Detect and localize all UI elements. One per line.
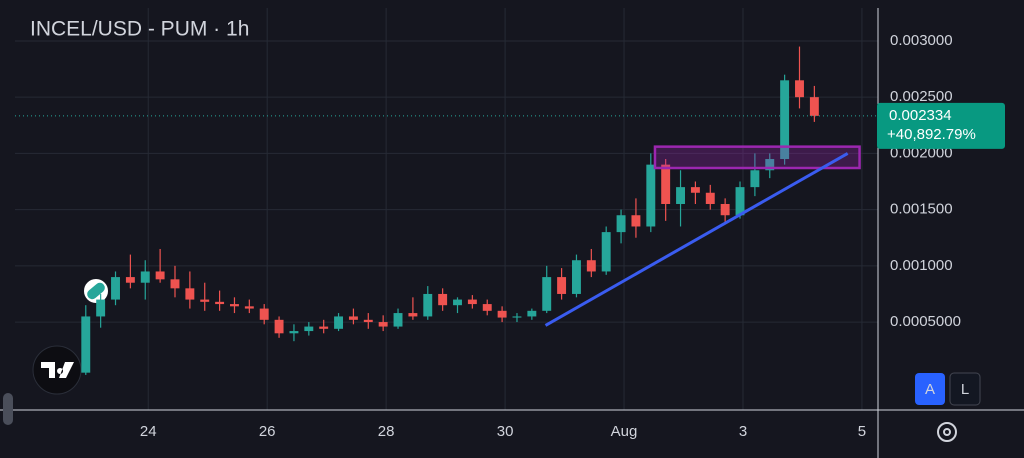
candle-body [482, 304, 492, 311]
x-tick-label: 26 [259, 423, 276, 440]
candle-body [363, 319, 373, 323]
y-tick-label: 0.001500 [890, 201, 953, 218]
candle-body [750, 170, 760, 188]
candle-body [676, 187, 685, 204]
x-tick-label: 28 [378, 423, 395, 440]
candle-body [661, 164, 671, 204]
y-tick-label: 0.0005000 [890, 313, 961, 330]
log-scale-button[interactable] [949, 372, 981, 406]
resistance-zone [653, 145, 861, 170]
candle-body [96, 299, 106, 317]
candle-body [155, 271, 165, 280]
candle-body [690, 187, 700, 193]
candle-body [334, 316, 344, 329]
y-tick-label: 0.002500 [890, 88, 953, 105]
candle-body [735, 187, 745, 216]
y-tick-label: 0.003000 [890, 32, 953, 49]
candle-body [408, 313, 418, 317]
x-tick-label: 30 [497, 423, 514, 440]
symbol-icon [82, 277, 110, 305]
candle-body [185, 288, 195, 300]
scrollbar[interactable] [3, 393, 13, 425]
candle-body [319, 326, 329, 329]
candle-body [809, 97, 819, 116]
x-tick-label: 3 [739, 423, 747, 440]
candle-body [200, 299, 210, 302]
candle-body [705, 192, 715, 204]
candle-body [780, 80, 790, 160]
candle-body [393, 313, 403, 327]
candle-body [512, 316, 522, 318]
candle-body [423, 293, 433, 317]
price-label-box [877, 102, 1005, 149]
x-tick-label: 5 [858, 423, 866, 440]
candle-body [527, 310, 537, 317]
candle-body [81, 316, 91, 373]
change-label: +40,892.79% [887, 126, 976, 143]
candle-body [467, 299, 477, 305]
candle-body [378, 322, 388, 327]
candle-body [571, 260, 581, 294]
candle-body [125, 277, 135, 283]
candle-body [230, 304, 239, 307]
candle-body [586, 260, 596, 272]
candle-body [170, 279, 180, 289]
candle-body [601, 232, 611, 272]
button-label[interactable]: A [925, 381, 935, 398]
candle-body [631, 215, 641, 227]
candle-body [646, 164, 656, 227]
candle-body [453, 299, 462, 306]
x-tick-label: 24 [140, 423, 157, 440]
auto-scale-button[interactable] [915, 373, 945, 405]
candle-body [348, 316, 358, 320]
candle-body [765, 159, 775, 171]
candle-body [497, 310, 507, 318]
button-label[interactable]: L [961, 381, 969, 398]
candle-body [438, 293, 448, 306]
candle-body [140, 271, 150, 283]
candle-body [795, 80, 804, 98]
candle-body [259, 308, 269, 320]
candle-body [111, 277, 120, 300]
candle-body [244, 306, 254, 309]
candle-body [720, 203, 730, 216]
last-price-label: 0.002334 [889, 107, 952, 124]
chart-title: INCEL/USD - PUM · 1h [30, 18, 249, 41]
candle-body [304, 326, 314, 332]
settings-gear[interactable] [937, 422, 957, 442]
candle-body [215, 301, 225, 305]
candle-body [542, 277, 552, 311]
x-tick-label: Aug [611, 423, 638, 440]
candle-body [557, 277, 567, 294]
trend-line [544, 152, 849, 327]
tradingview-logo[interactable] [32, 345, 82, 395]
y-tick-label: 0.001000 [890, 257, 953, 274]
candle-body [274, 319, 284, 334]
candle-body [616, 215, 626, 233]
candle-body [289, 331, 299, 334]
